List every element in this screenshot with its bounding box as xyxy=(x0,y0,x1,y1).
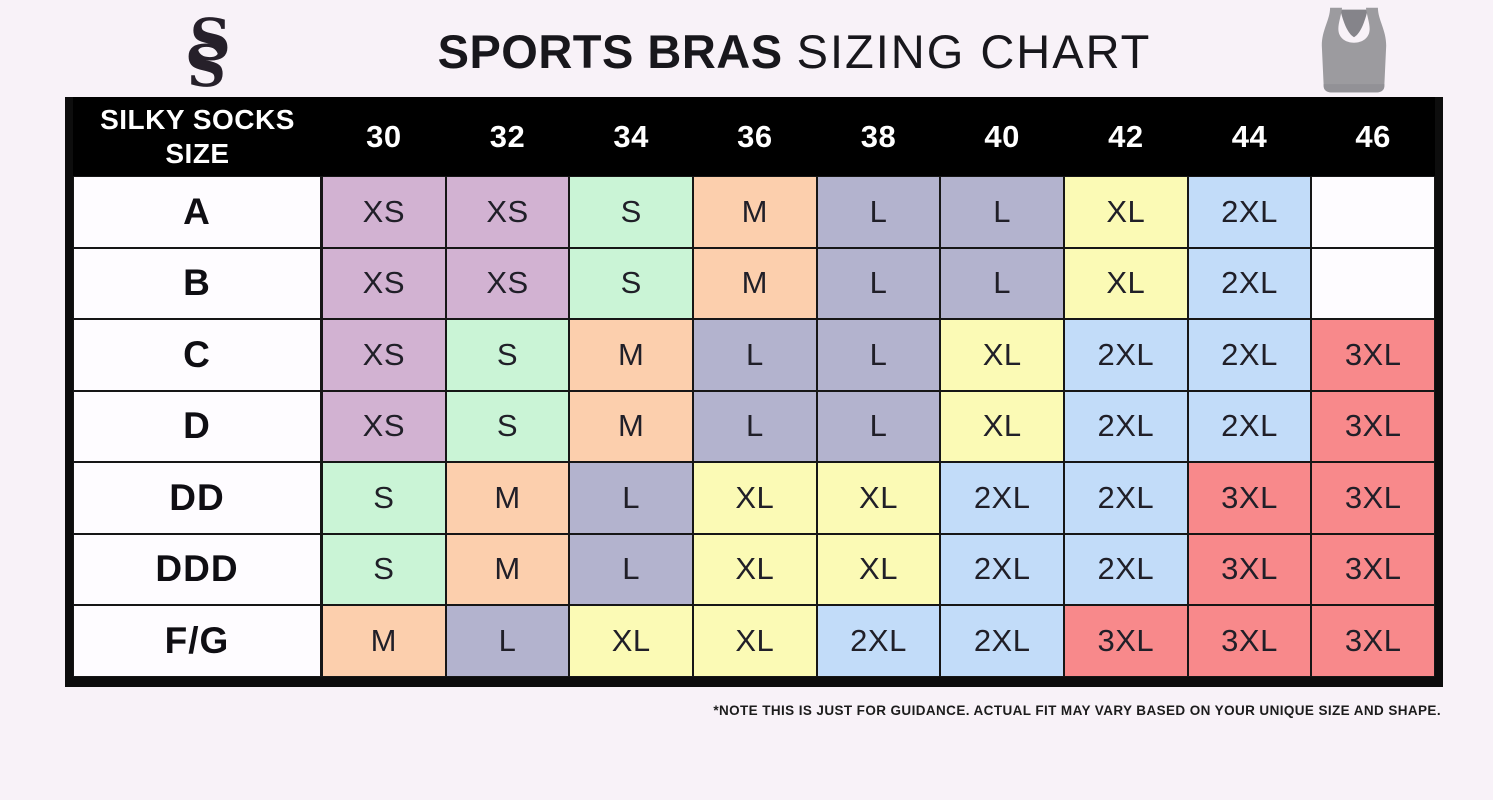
size-cell-D-36: L xyxy=(692,390,817,462)
size-cell-DDD-30: S xyxy=(322,533,446,605)
size-cell-FG-44: 3XL xyxy=(1187,605,1312,677)
size-cell-C-44: 2XL xyxy=(1187,319,1312,391)
size-cell-A-30: XS xyxy=(322,176,446,248)
size-cell-C-32: S xyxy=(445,319,570,391)
size-cell-FG-38: 2XL xyxy=(816,605,941,677)
size-cell-FG-46: 3XL xyxy=(1311,605,1435,677)
sports-bra-icon xyxy=(1321,7,1387,93)
size-cell-DD-42: 2XL xyxy=(1063,462,1188,534)
size-cell-D-46: 3XL xyxy=(1311,390,1435,462)
size-cell-B-42: XL xyxy=(1063,247,1188,319)
size-cell-DDD-36: XL xyxy=(692,533,817,605)
size-cell-DDD-40: 2XL xyxy=(940,533,1064,605)
page-title-bold: SPORTS BRAS xyxy=(437,25,783,78)
size-cell-DD-46: 3XL xyxy=(1311,462,1435,534)
row-label-B: B xyxy=(73,247,322,319)
footnote: *NOTE THIS IS JUST FOR GUIDANCE. ACTUAL … xyxy=(713,703,1441,718)
size-cell-A-40: L xyxy=(940,176,1064,248)
monogram-letter-mirrored: S xyxy=(185,31,226,98)
size-cell-B-36: M xyxy=(692,247,817,319)
size-cell-DD-36: XL xyxy=(692,462,817,534)
column-header-44: 44 xyxy=(1187,97,1312,176)
size-cell-DDD-34: L xyxy=(569,533,693,605)
column-header-38: 38 xyxy=(816,97,941,176)
sizing-table: SILKY SOCKS SIZE 30 32 34 36 38 40 42 44 46 A XS XS… xyxy=(65,97,1443,687)
page-title-regular: SIZING CHART xyxy=(796,25,1152,78)
size-cell-A-34: S xyxy=(569,176,693,248)
size-cell-FG-30: M xyxy=(322,605,446,677)
size-cell-DDD-32: M xyxy=(445,533,570,605)
size-cell-DDD-46: 3XL xyxy=(1311,533,1435,605)
table-corner-header: SILKY SOCKS SIZE xyxy=(73,97,322,176)
size-cell-DD-40: 2XL xyxy=(940,462,1064,534)
size-cell-C-42: 2XL xyxy=(1063,319,1188,391)
size-cell-B-38: L xyxy=(816,247,941,319)
size-cell-A-38: L xyxy=(816,176,941,248)
size-cell-C-38: L xyxy=(816,319,941,391)
size-cell-A-42: XL xyxy=(1063,176,1188,248)
column-header-32: 32 xyxy=(445,97,570,176)
size-cell-A-36: M xyxy=(692,176,817,248)
column-header-46: 46 xyxy=(1311,97,1435,176)
size-cell-C-46: 3XL xyxy=(1311,319,1435,391)
column-header-34: 34 xyxy=(569,97,693,176)
size-cell-A-32: XS xyxy=(445,176,570,248)
size-cell-C-34: M xyxy=(569,319,693,391)
size-cell-A-46 xyxy=(1311,176,1435,248)
size-cell-DDD-44: 3XL xyxy=(1187,533,1312,605)
size-cell-B-32: XS xyxy=(445,247,570,319)
size-cell-DD-44: 3XL xyxy=(1187,462,1312,534)
row-label-D: D xyxy=(73,390,322,462)
size-cell-B-46 xyxy=(1311,247,1435,319)
column-header-42: 42 xyxy=(1063,97,1188,176)
size-cell-B-44: 2XL xyxy=(1187,247,1312,319)
row-label-FG: F/G xyxy=(73,605,322,677)
size-cell-FG-40: 2XL xyxy=(940,605,1064,677)
size-cell-DDD-42: 2XL xyxy=(1063,533,1188,605)
size-cell-DD-32: M xyxy=(445,462,570,534)
size-cell-FG-42: 3XL xyxy=(1063,605,1188,677)
column-header-40: 40 xyxy=(940,97,1064,176)
size-cell-DD-30: S xyxy=(322,462,446,534)
column-header-36: 36 xyxy=(692,97,817,176)
size-cell-D-34: M xyxy=(569,390,693,462)
size-cell-C-40: XL xyxy=(940,319,1064,391)
size-cell-D-44: 2XL xyxy=(1187,390,1312,462)
size-cell-FG-34: XL xyxy=(569,605,693,677)
row-label-DDD: DDD xyxy=(73,533,322,605)
monogram-letter: S xyxy=(190,6,231,73)
size-cell-C-30: XS xyxy=(322,319,446,391)
page-title: SPORTS BRAS SIZING CHART xyxy=(48,24,1493,79)
size-cell-B-40: L xyxy=(940,247,1064,319)
size-cell-D-38: L xyxy=(816,390,941,462)
row-label-DD: DD xyxy=(73,462,322,534)
size-cell-DD-34: L xyxy=(569,462,693,534)
row-label-A: A xyxy=(73,176,322,248)
corner-header-line1: SILKY SOCKS xyxy=(100,103,295,135)
size-cell-C-36: L xyxy=(692,319,817,391)
size-cell-B-34: S xyxy=(569,247,693,319)
brand-monogram-icon: S S xyxy=(185,6,231,98)
corner-header-line2: SIZE xyxy=(165,137,230,169)
size-cell-FG-32: L xyxy=(445,605,570,677)
column-header-30: 30 xyxy=(322,97,446,176)
size-cell-D-32: S xyxy=(445,390,570,462)
size-cell-DDD-38: XL xyxy=(816,533,941,605)
size-cell-FG-36: XL xyxy=(692,605,817,677)
size-cell-A-44: 2XL xyxy=(1187,176,1312,248)
size-cell-D-40: XL xyxy=(940,390,1064,462)
size-cell-DD-38: XL xyxy=(816,462,941,534)
size-cell-B-30: XS xyxy=(322,247,446,319)
size-cell-D-42: 2XL xyxy=(1063,390,1188,462)
row-label-C: C xyxy=(73,319,322,391)
size-cell-D-30: XS xyxy=(322,390,446,462)
